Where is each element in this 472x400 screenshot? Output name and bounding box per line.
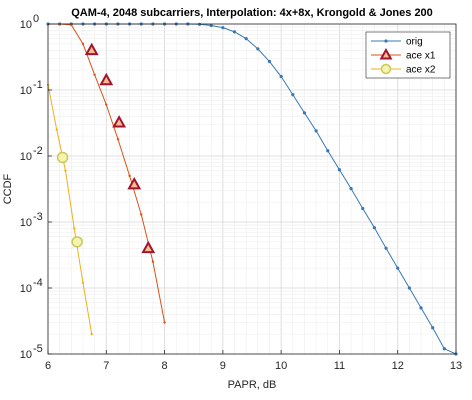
series-ace-x1 bbox=[48, 22, 166, 324]
series-point bbox=[140, 213, 143, 216]
legend: orig ace x1 ace x2 bbox=[365, 31, 451, 79]
legend-item: orig bbox=[371, 37, 423, 48]
series-point bbox=[256, 47, 260, 51]
x-axis-label: PAPR, dB bbox=[228, 379, 277, 391]
series-point bbox=[326, 149, 330, 153]
triangle-marker bbox=[127, 176, 142, 190]
series-point bbox=[55, 128, 58, 131]
legend-label: ace x1 bbox=[406, 51, 436, 62]
series-point bbox=[314, 129, 318, 133]
series-point bbox=[361, 206, 365, 211]
series-point bbox=[431, 326, 435, 330]
series-point bbox=[291, 93, 295, 97]
series-point bbox=[267, 59, 272, 64]
series-point bbox=[232, 30, 237, 34]
series-point bbox=[128, 174, 131, 178]
x-tick-label: 7 bbox=[103, 360, 109, 372]
series-point bbox=[163, 321, 166, 324]
plot-frame bbox=[47, 23, 457, 355]
legend-marker bbox=[379, 47, 393, 60]
series-point bbox=[244, 37, 248, 41]
y-tick-label: 10 bbox=[20, 19, 32, 31]
series-point bbox=[279, 74, 283, 79]
x-tick-label: 10 bbox=[275, 360, 287, 372]
series-point bbox=[116, 137, 120, 141]
series-point bbox=[419, 306, 423, 310]
series-point bbox=[302, 111, 307, 115]
series-point bbox=[337, 168, 342, 172]
series-point bbox=[90, 332, 93, 336]
series-point bbox=[384, 246, 388, 250]
y-axis-label: CCDF bbox=[2, 173, 14, 204]
series-point bbox=[372, 226, 376, 230]
x-tick-label: 8 bbox=[162, 360, 168, 372]
legend-label: ace x2 bbox=[406, 65, 436, 76]
y-tick-exponent: -4 bbox=[33, 277, 43, 289]
series-point bbox=[349, 187, 353, 191]
series-line bbox=[47, 84, 93, 335]
x-tick-label: 9 bbox=[220, 360, 226, 372]
series-point bbox=[209, 23, 213, 28]
triangle-marker bbox=[99, 72, 114, 86]
series-point bbox=[93, 73, 96, 76]
legend-marker bbox=[384, 39, 388, 43]
y-tick-exponent: -1 bbox=[33, 79, 43, 91]
triangle-marker bbox=[141, 240, 156, 254]
circle-marker bbox=[71, 236, 83, 248]
y-tick-exponent: -2 bbox=[33, 145, 43, 157]
x-tick-label: 6 bbox=[45, 360, 51, 372]
series-point bbox=[64, 169, 67, 172]
legend-marker bbox=[380, 63, 392, 75]
series-point bbox=[81, 42, 85, 46]
series-point bbox=[442, 347, 446, 351]
y-tick-exponent: -5 bbox=[33, 343, 43, 355]
y-tick-exponent: 0 bbox=[33, 13, 39, 25]
y-tick-exponent: -3 bbox=[33, 211, 43, 223]
legend-label: orig bbox=[406, 37, 423, 48]
y-tick-label: 10 bbox=[20, 85, 32, 97]
legend-item: ace x2 bbox=[371, 63, 436, 76]
x-tick-label: 13 bbox=[450, 360, 462, 372]
series-point bbox=[105, 103, 108, 106]
y-tick-label: 10 bbox=[20, 349, 32, 361]
series-point bbox=[151, 260, 155, 263]
x-tick-label: 12 bbox=[392, 360, 404, 372]
series-point bbox=[73, 227, 76, 230]
triangle-marker bbox=[84, 42, 99, 56]
y-tick-label: 10 bbox=[20, 283, 32, 295]
circle-marker bbox=[56, 151, 69, 164]
series-point bbox=[396, 266, 400, 270]
y-tick-label: 10 bbox=[20, 217, 32, 229]
chart-title: QAM-4, 2048 subcarriers, Interpolation: … bbox=[71, 7, 433, 19]
series-point bbox=[81, 281, 85, 284]
x-tick-label: 11 bbox=[334, 360, 345, 372]
triangle-marker bbox=[112, 115, 127, 128]
series-point bbox=[221, 26, 225, 30]
legend-item: ace x1 bbox=[371, 47, 436, 62]
x-axis-ticks: 6 7 8 9 10 11 12 13 bbox=[45, 350, 462, 372]
y-tick-label: 10 bbox=[20, 151, 32, 163]
series-point bbox=[407, 286, 411, 290]
plot-area bbox=[48, 24, 456, 354]
